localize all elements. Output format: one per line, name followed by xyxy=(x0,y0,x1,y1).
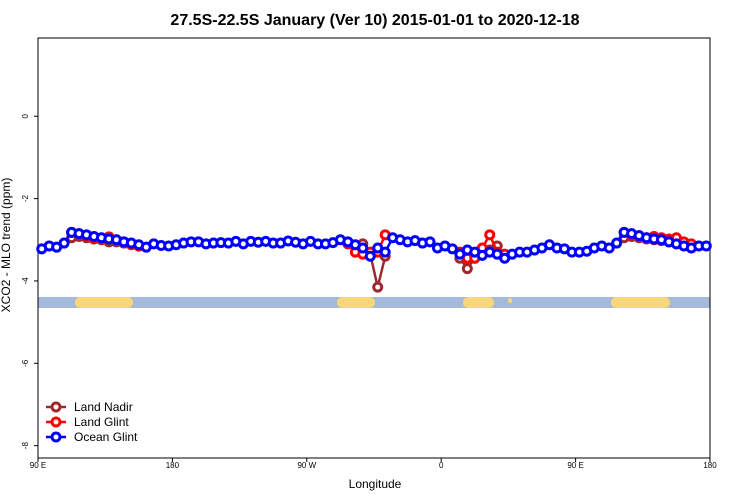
data-point xyxy=(58,237,70,249)
data-point xyxy=(372,281,384,293)
land-mask xyxy=(38,297,710,308)
y-tick-label: -2 xyxy=(21,194,30,202)
legend-label: Land Nadir xyxy=(74,400,133,414)
legend-marker xyxy=(50,431,62,443)
legend-marker xyxy=(50,401,62,413)
data-point xyxy=(424,236,436,248)
x-tick-label: 0 xyxy=(439,461,444,470)
land-patch xyxy=(611,297,670,308)
y-axis-label: XCO2 - MLO trend (ppm) xyxy=(0,178,13,313)
data-point xyxy=(603,242,615,254)
data-point xyxy=(484,229,496,241)
data-point xyxy=(357,242,369,254)
x-tick-label: 90 W xyxy=(297,461,316,470)
data-point xyxy=(461,263,473,275)
data-point xyxy=(700,240,712,252)
x-tick-label: 180 xyxy=(166,461,180,470)
land-patch xyxy=(75,297,133,308)
x-tick-label: 180 xyxy=(703,461,717,470)
land-patch xyxy=(508,298,512,303)
land-patch xyxy=(463,297,494,308)
legend-label: Ocean Glint xyxy=(74,430,138,444)
legend-marker xyxy=(50,416,62,428)
legend-label: Land Glint xyxy=(74,415,129,429)
y-tick-label: -6 xyxy=(21,359,30,367)
y-tick-label: -8 xyxy=(21,442,30,450)
data-point xyxy=(611,237,623,249)
x-tick-label: 90 E xyxy=(30,461,46,470)
x-tick-label: 90 E xyxy=(567,461,583,470)
x-axis-label: Longitude xyxy=(349,477,402,491)
land-patch xyxy=(337,297,375,308)
chart-title: 27.5S-22.5S January (Ver 10) 2015-01-01 … xyxy=(170,12,579,29)
data-point xyxy=(446,243,458,255)
data-point xyxy=(364,250,376,262)
data-point xyxy=(379,246,391,258)
y-tick-label: -4 xyxy=(21,277,30,285)
y-tick-label: 0 xyxy=(21,113,30,118)
